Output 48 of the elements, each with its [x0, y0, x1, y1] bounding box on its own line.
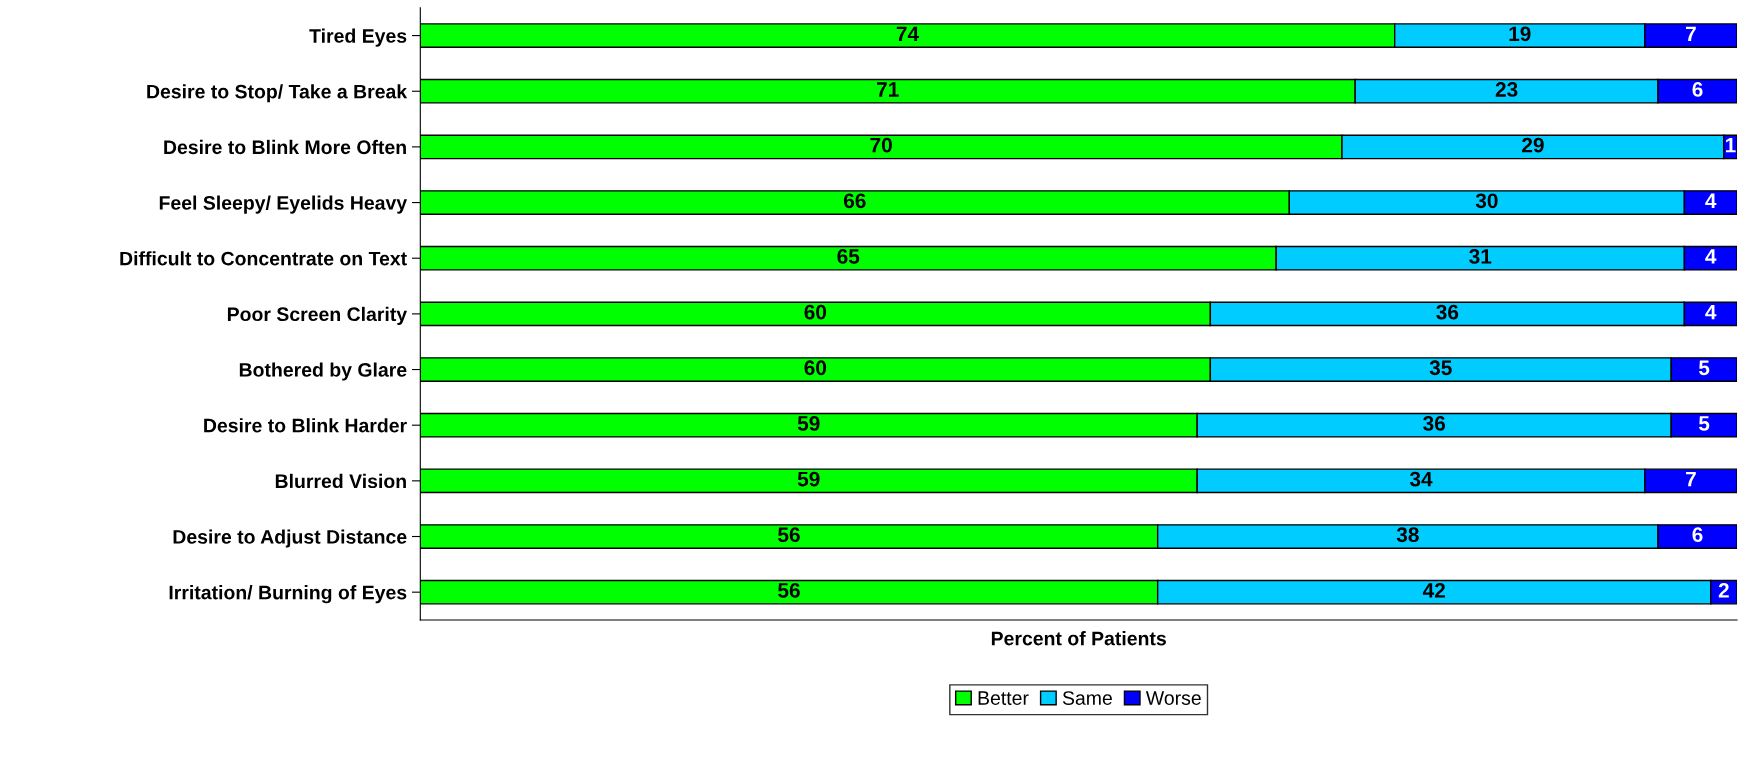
y-tick-label: Desire to Adjust Distance — [173, 529, 407, 548]
data-label: 5 — [1698, 360, 1710, 376]
data-label: 31 — [1469, 249, 1492, 264]
y-tick-label: Blurred Vision — [275, 473, 406, 489]
y-tick-label: Desire to Blink Harder — [204, 418, 407, 433]
data-label: 35 — [1429, 360, 1452, 376]
data-label: 70 — [870, 137, 892, 153]
y-tick-label: Irritation/ Burning of Eyes — [169, 585, 407, 604]
y-tick-label: Difficult to Concentrate on Text — [120, 251, 407, 266]
data-label: 5 — [1698, 416, 1710, 431]
data-label: 38 — [1396, 527, 1419, 543]
y-tick-label: Feel Sleepy/ Eyelids Heavy — [159, 195, 408, 214]
data-label: 74 — [896, 26, 919, 41]
data-label: 34 — [1409, 471, 1433, 487]
data-label: 4 — [1705, 304, 1717, 320]
data-label: 4 — [1705, 193, 1717, 208]
data-label: 6 — [1692, 527, 1703, 543]
data-label: 56 — [778, 527, 800, 543]
data-label: 36 — [1436, 304, 1459, 320]
data-label: 36 — [1423, 416, 1446, 431]
data-label: 42 — [1422, 583, 1445, 598]
y-tick-label: Poor Screen Clarity — [227, 306, 408, 325]
legend-label: Better — [978, 691, 1029, 705]
data-label: 1 — [1725, 137, 1736, 153]
data-label: 6 — [1692, 82, 1703, 97]
y-tick-label: Tired Eyes — [309, 28, 407, 47]
y-tick-label: Desire to Blink More Often — [164, 139, 406, 155]
data-label: 60 — [804, 304, 827, 320]
data-label: 29 — [1522, 137, 1544, 153]
x-axis-title: Percent of Patients — [991, 631, 1166, 646]
data-label: 59 — [797, 416, 820, 431]
data-label: 71 — [877, 82, 899, 97]
legend-label: Same — [1062, 691, 1112, 705]
data-label: 66 — [844, 193, 866, 209]
data-label: 23 — [1495, 82, 1518, 97]
y-tick-label: Desire to Stop/ Take a Break — [147, 84, 408, 103]
data-label: 60 — [804, 360, 827, 376]
data-label: 30 — [1475, 193, 1498, 209]
data-label: 59 — [797, 471, 820, 487]
data-label: 2 — [1718, 583, 1729, 598]
data-label: 56 — [778, 583, 800, 598]
data-label: 7 — [1686, 471, 1696, 487]
data-label: 19 — [1509, 26, 1531, 42]
data-label: 7 — [1686, 26, 1696, 41]
data-label: 65 — [837, 249, 860, 264]
data-label: 4 — [1705, 249, 1717, 264]
y-tick-label: Bothered by Glare — [239, 362, 407, 381]
legend-label: Worse — [1145, 691, 1201, 705]
